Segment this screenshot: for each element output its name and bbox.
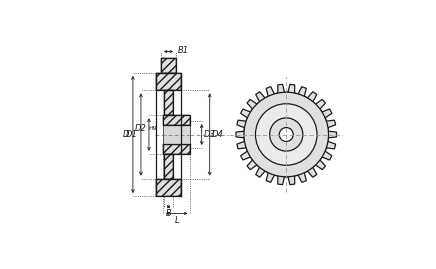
Text: D1: D1 (126, 130, 138, 139)
Text: D3: D3 (204, 130, 216, 139)
Bar (161, 58, 176, 73)
Text: L: L (174, 216, 179, 225)
Circle shape (279, 128, 293, 141)
Bar (161, 58, 176, 73)
Bar (163, 144, 191, 154)
Polygon shape (236, 84, 337, 185)
Circle shape (269, 118, 303, 151)
Bar (161, 58, 176, 73)
Text: H9: H9 (148, 126, 157, 131)
Bar (156, 73, 181, 90)
Circle shape (244, 92, 328, 177)
Bar (164, 154, 173, 179)
Bar (163, 125, 191, 144)
Bar (163, 115, 191, 125)
Bar (156, 179, 181, 196)
Text: B1: B1 (178, 46, 189, 55)
Text: D4: D4 (212, 130, 224, 139)
Bar (163, 115, 191, 125)
Text: D: D (123, 130, 129, 139)
Text: D2: D2 (134, 125, 146, 133)
Text: B: B (166, 210, 171, 218)
Bar (163, 144, 191, 154)
Bar (163, 125, 191, 144)
Bar (164, 90, 173, 115)
Bar (164, 90, 173, 115)
Bar (156, 73, 181, 90)
Bar (164, 154, 173, 179)
Bar (156, 179, 181, 196)
Bar (163, 115, 191, 125)
Bar (164, 154, 173, 179)
Bar (164, 90, 173, 115)
Bar (156, 179, 181, 196)
Bar (156, 73, 181, 90)
Circle shape (255, 104, 317, 165)
Bar (163, 144, 191, 154)
